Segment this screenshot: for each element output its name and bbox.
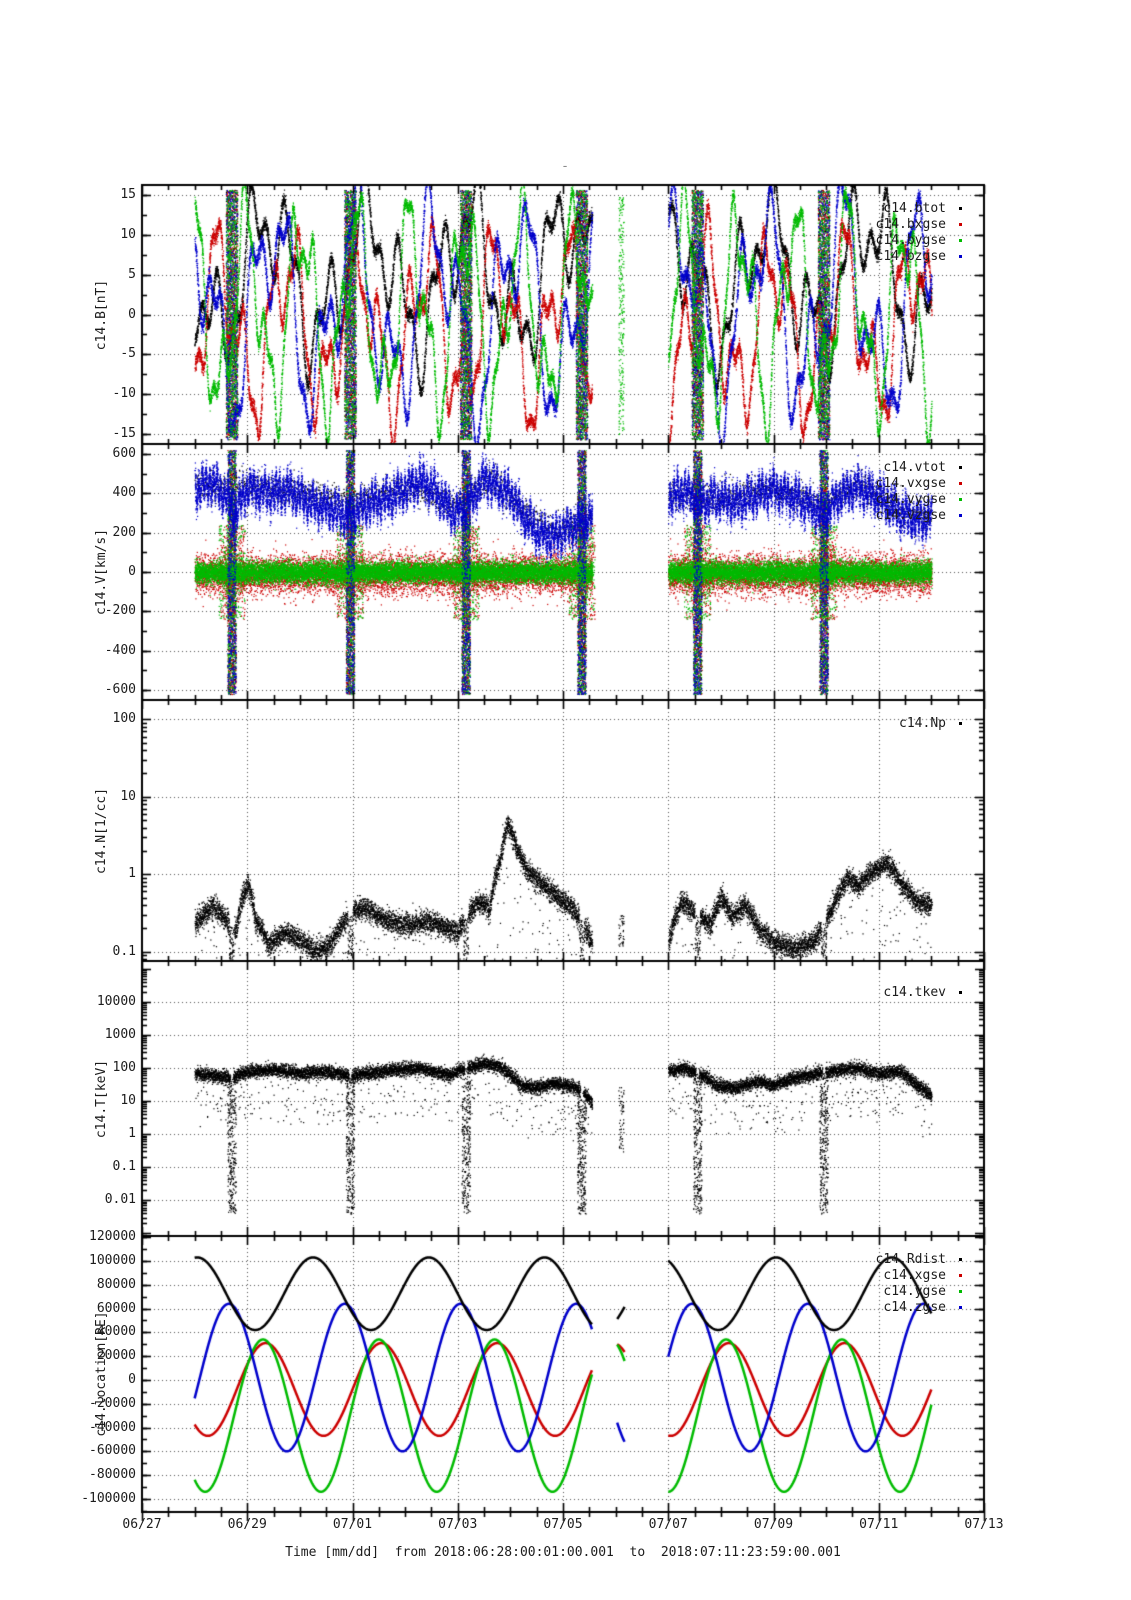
- legend-label-c14-Rdist: c14.Rdist: [875, 1252, 946, 1267]
- y-tick-label: 0.1: [112, 943, 136, 959]
- legend-label-c14-zgse: c14.zgse: [883, 1300, 946, 1315]
- x-tick-label: 07/03: [438, 1517, 478, 1532]
- y-tick-label: 200: [112, 524, 136, 540]
- legend-marker-c14-xgse: [959, 1274, 962, 1277]
- y-axis-label-density: c14.N[1/cc]: [94, 787, 109, 874]
- y-tick-label: 600: [112, 445, 136, 461]
- legend-label-c14-bygse: c14.bygse: [875, 233, 946, 248]
- y-tick-label: -600: [104, 682, 136, 698]
- y-tick-label: 400: [112, 485, 136, 501]
- x-tick-label: 07/01: [332, 1517, 373, 1532]
- legend-marker-c14-Np: [959, 722, 962, 725]
- y-tick-label: 120000: [89, 1229, 136, 1245]
- legend-marker-c14-bzgse: [959, 255, 962, 258]
- y-tick-label: -60000: [89, 1443, 136, 1459]
- x-tick-label: 06/29: [227, 1517, 267, 1532]
- y-tick-label: 5: [128, 266, 136, 282]
- legend-marker-c14-vxgse: [959, 482, 962, 485]
- legend-label-c14-tkev: c14.tkev: [883, 985, 946, 1000]
- y-tick-label: -5: [120, 346, 136, 362]
- legend-label-c14-bzgse: c14.bzgse: [875, 249, 946, 264]
- y-tick-label: 0.01: [104, 1192, 136, 1208]
- legend-label-c14-vzgse: c14.vzgse: [875, 508, 946, 523]
- plot-title: -: [561, 159, 569, 174]
- legend-label-c14-vxgse: c14.vxgse: [875, 476, 946, 491]
- legend-marker-c14-Rdist: [959, 1258, 962, 1261]
- y-tick-label: 100000: [89, 1252, 136, 1268]
- legend-marker-c14-bygse: [959, 239, 962, 242]
- y-tick-label: 10: [120, 788, 136, 804]
- y-tick-label: 10: [120, 1092, 136, 1108]
- y-tick-label: -40000: [89, 1419, 136, 1435]
- x-tick-label: 07/09: [753, 1517, 794, 1532]
- y-tick-label: -20000: [89, 1395, 136, 1411]
- legend-marker-c14-tkev: [959, 991, 962, 994]
- legend-label-c14-vtot: c14.vtot: [883, 460, 946, 475]
- y-tick-label: 0: [128, 1371, 136, 1387]
- y-tick-label: 15: [120, 186, 136, 202]
- y-tick-label: 40000: [96, 1324, 136, 1340]
- x-tick-label: 07/11: [859, 1517, 899, 1532]
- y-tick-label: 10000: [96, 993, 136, 1009]
- y-tick-label: 20000: [96, 1348, 136, 1364]
- legend-marker-c14-vtot: [959, 466, 962, 469]
- legend-marker-c14-ygse: [959, 1290, 962, 1293]
- y-tick-label: 10: [120, 226, 136, 242]
- x-tick-label: 07/07: [648, 1517, 688, 1532]
- legend-label-c14-Np: c14.Np: [899, 716, 946, 731]
- y-tick-label: 1: [128, 866, 136, 882]
- legend-marker-c14-vygse: [959, 498, 962, 501]
- x-tick-label: 07/05: [543, 1517, 583, 1532]
- y-tick-label: -10: [112, 386, 136, 402]
- legend-label-c14-xgse: c14.xgse: [883, 1268, 946, 1283]
- legend-marker-c14-bxgse: [959, 223, 962, 226]
- legend-label-c14-vygse: c14.vygse: [875, 492, 946, 507]
- y-tick-label: 80000: [96, 1276, 136, 1292]
- y-tick-label: -100000: [81, 1490, 136, 1506]
- y-tick-label: -15: [112, 426, 136, 442]
- x-tick-label: 07/13: [964, 1517, 1004, 1532]
- x-axis-title: Time [mm/dd] from 2018:06:28:00:01:00.00…: [285, 1545, 841, 1560]
- legend-marker-c14-vzgse: [959, 514, 962, 517]
- y-tick-label: 60000: [96, 1300, 136, 1316]
- legend-label-c14-ygse: c14.ygse: [883, 1284, 946, 1299]
- y-tick-label: 1000: [104, 1026, 136, 1042]
- y-tick-label: 1: [128, 1126, 136, 1142]
- y-tick-label: 100: [112, 1059, 136, 1075]
- y-tick-label: -200: [104, 603, 136, 619]
- y-tick-label: 0: [128, 306, 136, 322]
- legend-marker-c14-zgse: [959, 1306, 962, 1309]
- legend-label-c14-bxgse: c14.bxgse: [875, 217, 946, 232]
- y-tick-label: 0.1: [112, 1159, 136, 1175]
- x-tick-label: 06/27: [122, 1517, 162, 1532]
- y-tick-label: 100: [112, 711, 136, 727]
- legend-marker-c14-btot: [959, 207, 962, 210]
- y-tick-label: -80000: [89, 1467, 136, 1483]
- legend-label-c14-btot: c14.btot: [883, 201, 946, 216]
- y-tick-label: 0: [128, 564, 136, 579]
- y-tick-label: -400: [104, 642, 136, 658]
